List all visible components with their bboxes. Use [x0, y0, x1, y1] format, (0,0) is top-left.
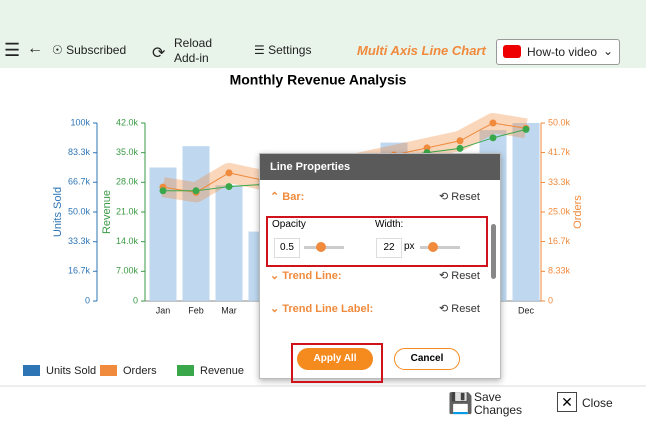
tick-label: 14.0k	[116, 236, 139, 246]
tick-label: 50.0k	[548, 117, 571, 127]
trend-line-section[interactable]: ⌄ Trend Line: ⟲ Reset	[270, 270, 480, 282]
tick-label: 25.0k	[548, 206, 571, 216]
legend-label: Units Sold	[46, 365, 96, 377]
point	[159, 187, 167, 195]
tick-label: 33.3k	[548, 177, 571, 187]
highlight-box	[266, 216, 488, 267]
tick-label: 21.0k	[116, 206, 139, 216]
tick-label: 16.7k	[548, 236, 571, 246]
reset-label: Reset	[451, 191, 480, 203]
width-slider[interactable]	[420, 246, 460, 249]
point	[522, 125, 530, 133]
close-button[interactable]: Close	[582, 396, 613, 410]
tick-label: 0	[548, 295, 553, 305]
subscribed-label: Subscribed	[66, 43, 127, 57]
point	[225, 183, 233, 191]
reload-icon[interactable]: ⟳	[152, 45, 166, 62]
video-label: How-to video	[527, 45, 598, 59]
trend-line-label-section[interactable]: ⌄ Trend Line Label: ⟲ Reset	[270, 303, 480, 315]
axis-title: Units Sold	[52, 187, 64, 237]
bar	[182, 146, 210, 301]
reset-label: Reset	[451, 270, 480, 282]
save-button[interactable]: Save Changes	[474, 391, 522, 417]
tick-label: 8.33k	[548, 266, 571, 276]
opacity-thumb[interactable]	[316, 242, 326, 252]
x-tick-label: Jan	[156, 305, 171, 315]
tick-label: 16.7k	[68, 266, 91, 276]
point	[489, 134, 497, 142]
bar-label: Bar:	[282, 191, 305, 203]
reset-button[interactable]: ⟲ Reset	[438, 191, 480, 203]
close-icon[interactable]: ✕	[557, 392, 577, 412]
axis-title: Orders	[572, 195, 584, 229]
save-icon[interactable]: 💾	[448, 393, 473, 415]
point	[225, 169, 233, 177]
video-button[interactable]: How-to video ⌄	[496, 39, 620, 65]
reload-label: Reload	[174, 36, 213, 50]
width-thumb[interactable]	[428, 242, 438, 252]
tick-label: 0	[133, 295, 138, 305]
back-icon[interactable]: ←	[27, 40, 43, 57]
trend-line-label-label: Trend Line Label:	[282, 303, 374, 315]
dialog-title: Line Properties	[260, 154, 500, 180]
save-label: Changes	[474, 403, 523, 417]
save-label: Save	[474, 390, 502, 404]
chart-title: Monthly Revenue Analysis	[230, 72, 407, 88]
x-tick-label: Mar	[221, 305, 237, 315]
reset-button[interactable]: ⟲ Reset	[438, 270, 480, 282]
scrollbar[interactable]	[491, 224, 496, 279]
reload-button[interactable]: Reload Add-in	[174, 36, 212, 66]
tick-label: 7.00k	[116, 266, 139, 276]
subscribed-button[interactable]: ☉ Subscribed	[52, 43, 127, 57]
apply-button[interactable]: Apply All	[297, 348, 373, 370]
reset-label: Reset	[451, 303, 480, 315]
settings-button[interactable]: ☰ Settings	[254, 43, 312, 57]
reset-button[interactable]: ⟲ Reset	[438, 303, 480, 315]
tick-label: 66.7k	[68, 177, 91, 187]
tick-label: 35.0k	[116, 147, 139, 157]
tick-label: 50.0k	[68, 206, 91, 216]
cancel-button[interactable]: Cancel	[394, 348, 460, 370]
point	[456, 137, 464, 145]
point	[192, 187, 200, 195]
axis-title: Revenue	[101, 190, 113, 234]
settings-label: Settings	[268, 43, 312, 57]
opacity-label: Opacity	[272, 219, 306, 230]
menu-icon[interactable]: ☰	[4, 40, 21, 60]
width-input[interactable]: 22	[376, 238, 402, 258]
legend-swatch	[23, 365, 40, 376]
legend-label: Orders	[123, 365, 157, 377]
reload-label: Add-in	[174, 51, 209, 65]
line-properties-dialog: Line Properties ⌃ Bar: ⟲ Reset Opacity Wi…	[259, 153, 501, 383]
chart-name: Multi Axis Line Chart	[357, 43, 486, 58]
tick-label: 41.7k	[548, 147, 571, 157]
tick-label: 83.3k	[68, 147, 91, 157]
bar	[215, 185, 243, 301]
point	[489, 119, 497, 127]
tick-label: 42.0k	[116, 117, 139, 127]
tick-label: 28.0k	[116, 177, 139, 187]
legend-swatch	[100, 365, 117, 376]
opacity-input[interactable]: 0.5	[274, 238, 300, 258]
legend-label: Revenue	[200, 365, 244, 377]
tick-label: 0	[85, 295, 90, 305]
bar	[512, 123, 540, 301]
width-unit: px	[404, 241, 415, 252]
x-tick-label: Dec	[518, 305, 535, 315]
x-tick-label: Feb	[188, 305, 204, 315]
width-label: Width:	[375, 219, 404, 230]
legend-swatch	[177, 365, 194, 376]
bar-section[interactable]: ⌃ Bar: ⟲ Reset	[270, 191, 480, 203]
trend-line-label: Trend Line:	[282, 270, 342, 282]
point	[456, 144, 464, 152]
highlight-box	[291, 343, 383, 383]
tick-label: 100k	[70, 117, 90, 127]
tick-label: 33.3k	[68, 236, 91, 246]
